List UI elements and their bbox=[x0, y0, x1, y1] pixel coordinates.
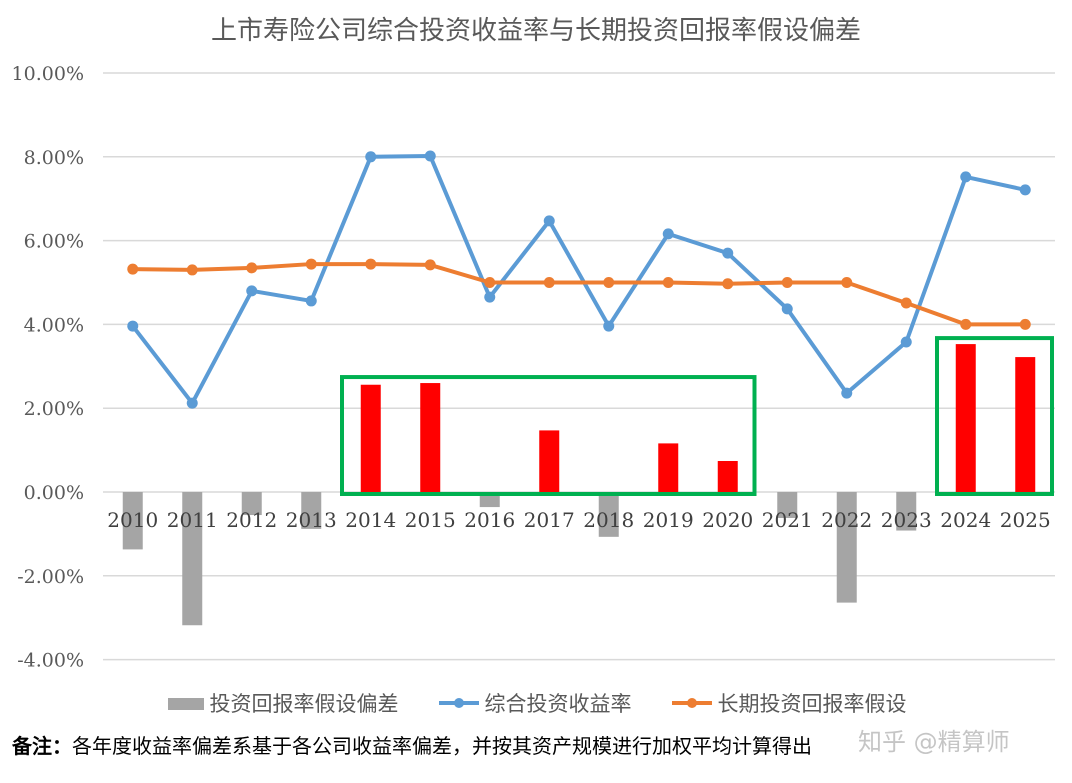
x-tick-label: 2011 bbox=[167, 508, 218, 532]
point-1-2012 bbox=[246, 285, 258, 297]
bar-2010 bbox=[122, 492, 143, 550]
point-2-2018 bbox=[603, 277, 615, 288]
legend-label: 长期投资回报率假设 bbox=[717, 692, 907, 716]
point-1-2022 bbox=[841, 387, 853, 399]
point-2-2017 bbox=[543, 277, 555, 288]
x-tick-label: 2012 bbox=[226, 508, 277, 532]
y-tick-label: -4.00% bbox=[17, 650, 84, 672]
y-tick-label: 8.00% bbox=[24, 147, 84, 169]
point-1-2024 bbox=[960, 171, 972, 183]
bar-2023 bbox=[896, 492, 917, 531]
legend-label: 投资回报率假设偏差 bbox=[209, 692, 399, 716]
y-tick-label: 2.00% bbox=[24, 398, 84, 420]
legend-line-swatch bbox=[671, 698, 712, 708]
x-tick-label: 2024 bbox=[940, 508, 991, 532]
highlight-box bbox=[340, 375, 757, 496]
point-2-2019 bbox=[662, 277, 674, 288]
watermark: 知乎 @精算师 bbox=[858, 728, 1010, 756]
bar-2019 bbox=[658, 443, 679, 492]
x-tick-label: 2025 bbox=[1000, 508, 1051, 532]
y-tick-label: 4.00% bbox=[24, 314, 84, 336]
x-tick-label: 2014 bbox=[345, 508, 396, 532]
bar-2024 bbox=[955, 344, 976, 492]
bar-2014 bbox=[360, 384, 381, 492]
x-tick-label: 2017 bbox=[524, 508, 575, 532]
point-2-2021 bbox=[781, 277, 793, 288]
chart-title: 上市寿险公司综合投资收益率与长期投资回报率假设偏差 bbox=[210, 16, 861, 46]
bar-2013 bbox=[301, 492, 322, 529]
x-tick-label: 2023 bbox=[881, 508, 932, 532]
point-1-2015 bbox=[424, 150, 436, 162]
y-tick-label: -2.00% bbox=[17, 566, 84, 588]
bar-2021 bbox=[777, 492, 798, 518]
point-1-2010 bbox=[127, 320, 139, 332]
legend-item-deviation: 投资回报率假设偏差 bbox=[166, 688, 399, 718]
line-series-2 bbox=[132, 262, 1026, 327]
x-tick-label: 2022 bbox=[821, 508, 872, 532]
point-1-2021 bbox=[781, 303, 793, 315]
point-2-2022 bbox=[841, 277, 853, 288]
point-1-2013 bbox=[305, 295, 317, 307]
bar-2012 bbox=[241, 492, 262, 516]
legend-bar-swatch bbox=[167, 698, 204, 710]
legend-item-return: 综合投资收益率 bbox=[437, 688, 632, 718]
point-2-2016 bbox=[484, 277, 496, 288]
bar-2015 bbox=[420, 383, 441, 492]
footnote: 备注：各年度收益率偏差系基于各公司收益率偏差，并按其资产规模进行加权平均计算得出 bbox=[12, 730, 812, 759]
point-1-2017 bbox=[543, 215, 555, 227]
legend-item-assumption: 长期投资回报率假设 bbox=[670, 688, 907, 718]
bar-2011 bbox=[182, 492, 203, 626]
legend-line-swatch bbox=[438, 698, 479, 708]
point-1-2025 bbox=[1019, 184, 1031, 196]
x-tick-label: 2010 bbox=[107, 508, 158, 532]
point-2-2025 bbox=[1019, 318, 1031, 330]
point-2-2014 bbox=[365, 258, 377, 270]
x-tick-label: 2016 bbox=[464, 508, 515, 532]
footnote-text: 各年度收益率偏差系基于各公司收益率偏差，并按其资产规模进行加权平均计算得出 bbox=[72, 734, 812, 758]
point-1-2023 bbox=[900, 336, 912, 348]
point-1-2018 bbox=[603, 320, 615, 332]
point-2-2024 bbox=[960, 318, 972, 330]
y-tick-label: 10.00% bbox=[12, 63, 84, 85]
point-2-2012 bbox=[246, 262, 258, 274]
point-2-2011 bbox=[186, 264, 198, 276]
line-series-1 bbox=[131, 153, 1026, 406]
point-1-2019 bbox=[662, 228, 674, 240]
point-2-2010 bbox=[127, 263, 139, 275]
point-1-2014 bbox=[365, 151, 377, 163]
point-1-2020 bbox=[722, 247, 734, 259]
legend: 投资回报率假设偏差 综合投资收益率 长期投资回报率假设 bbox=[0, 688, 1072, 718]
highlight-box bbox=[935, 336, 1054, 496]
bar-2022 bbox=[836, 492, 857, 603]
x-tick-label: 2020 bbox=[702, 508, 753, 532]
point-1-2016 bbox=[484, 291, 496, 303]
x-tick-label: 2021 bbox=[762, 508, 813, 532]
bar-2025 bbox=[1015, 357, 1036, 492]
point-1-2011 bbox=[186, 397, 198, 409]
x-tick-label: 2015 bbox=[405, 508, 456, 532]
x-tick-label: 2019 bbox=[643, 508, 694, 532]
point-2-2023 bbox=[900, 297, 912, 309]
y-tick-label: 6.00% bbox=[24, 231, 84, 253]
point-2-2013 bbox=[305, 258, 317, 270]
x-tick-label: 2013 bbox=[286, 508, 337, 532]
footnote-label: 备注： bbox=[12, 734, 72, 758]
point-2-2015 bbox=[424, 259, 436, 271]
point-2-2020 bbox=[722, 278, 734, 290]
bar-2020 bbox=[717, 460, 738, 492]
legend-label: 综合投资收益率 bbox=[484, 692, 632, 716]
x-tick-label: 2018 bbox=[583, 508, 634, 532]
bar-2017 bbox=[539, 430, 560, 492]
bar-2018 bbox=[598, 492, 619, 537]
y-tick-label: 0.00% bbox=[24, 482, 84, 504]
